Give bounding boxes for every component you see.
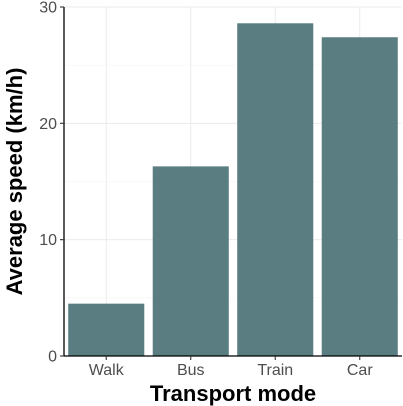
x-tick-label-car: Car (347, 362, 373, 379)
y-tick-label: 0 (48, 349, 57, 366)
y-tick-label: 10 (39, 232, 57, 249)
bars (68, 23, 398, 356)
x-tick-label-walk: Walk (89, 362, 125, 379)
axes (63, 7, 402, 357)
x-axis-title: Transport mode (150, 381, 316, 406)
bar-walk (68, 303, 145, 356)
x-axis-ticks: Walk Bus Train Car (89, 356, 373, 379)
x-tick-label-bus: Bus (177, 362, 205, 379)
bar-car (321, 37, 398, 356)
y-axis-title: Average speed (km/h) (2, 68, 27, 296)
bar-bus (152, 166, 229, 356)
x-tick-label-train: Train (257, 362, 293, 379)
y-tick-label: 20 (39, 116, 57, 133)
y-axis-ticks: 0 10 20 30 (39, 0, 64, 366)
y-tick-label: 30 (39, 0, 57, 17)
bar-train (237, 23, 314, 356)
